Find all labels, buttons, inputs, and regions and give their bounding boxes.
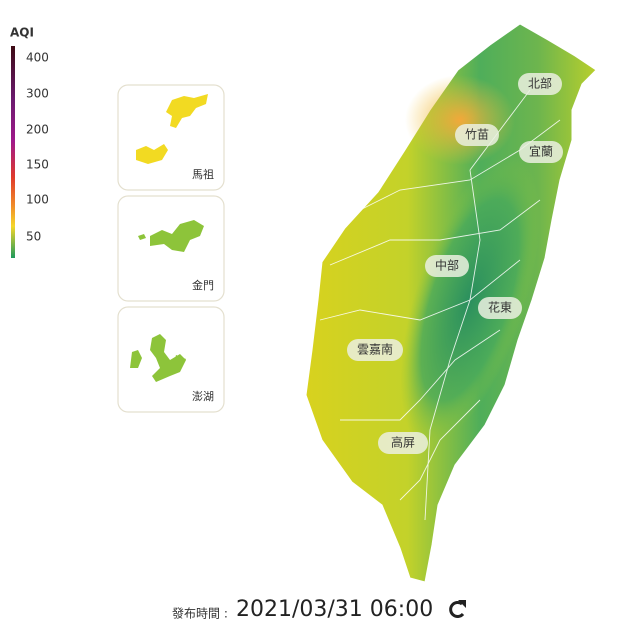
region-name: 宜蘭 [529,144,553,159]
region-label[interactable]: 北部 [518,73,562,95]
region-label[interactable]: 竹苗 [455,124,499,146]
region-label[interactable]: 高屏 [378,432,428,454]
legend-tick: 200 [26,123,49,137]
region-label[interactable]: 花東 [478,297,522,319]
legend-tick: 150 [26,158,49,172]
inset-kinmen[interactable]: 金門 [117,195,225,302]
kinmen-shape [138,220,204,252]
legend-tick: 400 [26,51,49,65]
penghu-shape [130,334,186,382]
legend-tick: 100 [26,193,49,207]
region-name: 花東 [488,300,512,315]
region-name: 中部 [435,258,459,273]
inset-matsu[interactable]: 馬祖 [117,84,225,191]
inset-label: 澎湖 [192,390,214,403]
legend-tick: 50 [26,230,41,244]
inset-label: 金門 [192,278,214,292]
region-label[interactable]: 宜蘭 [519,141,563,163]
region-label[interactable]: 中部 [425,255,469,277]
matsu-shape [136,94,208,164]
region-name: 北部 [528,76,552,91]
refresh-button[interactable] [449,600,466,618]
publish-time: 2021/03/31 06:00 [236,597,433,622]
legend-title: AQI [10,26,34,40]
inset-penghu[interactable]: 澎湖 [117,306,225,413]
legend-tick: 300 [26,87,49,101]
region-label[interactable]: 雲嘉南 [347,339,403,361]
region-name: 雲嘉南 [357,342,393,357]
color-bar [11,46,15,258]
taiwan-map [305,23,597,583]
publish-label: 發布時間 : [172,606,228,621]
inset-label: 馬祖 [192,167,214,181]
region-name: 高屏 [391,435,415,450]
legend: AQI 400 300 200 150 100 50 [10,26,49,258]
region-name: 竹苗 [465,128,489,142]
